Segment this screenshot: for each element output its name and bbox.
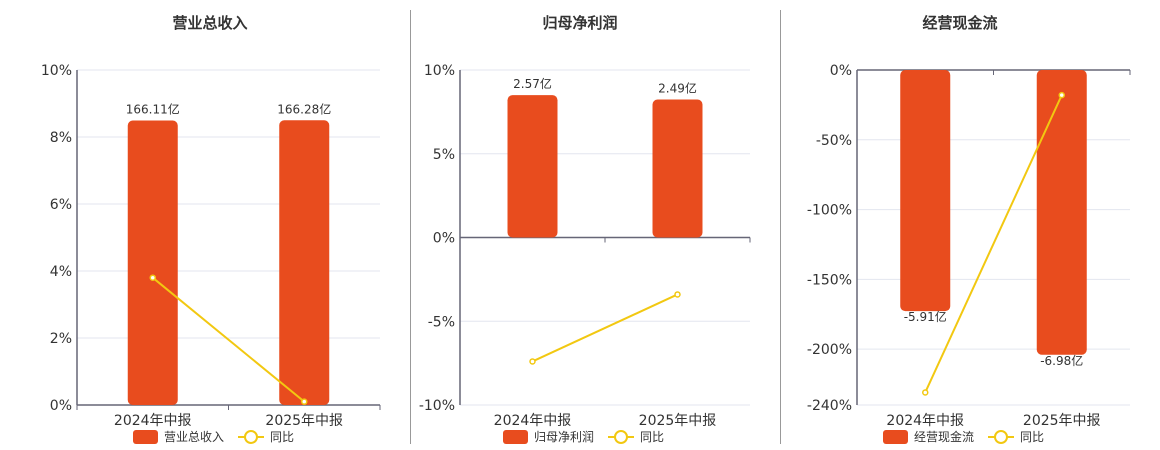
y-tick-label: -5% <box>428 314 455 330</box>
legend-net-profit: 归母净利润 同比 <box>503 428 664 445</box>
y-tick-label: 0% <box>50 398 72 414</box>
panel-divider <box>780 10 781 444</box>
legend-bar-label[interactable]: 营业总收入 <box>164 430 225 444</box>
y-tick-label: -50% <box>816 133 852 149</box>
legend-bar-label[interactable]: 经营现金流 <box>914 430 975 444</box>
bar <box>900 70 951 312</box>
bar-value-label: -6.98亿 <box>1040 353 1083 368</box>
chart-title-cashflow: 经营现金流 <box>922 14 998 32</box>
yoy-point <box>674 291 681 298</box>
x-category-label: 2024年中报 <box>114 413 192 429</box>
bar-value-label: 166.11亿 <box>126 102 180 117</box>
y-tick-label: -240% <box>807 398 852 414</box>
y-tick-label: 8% <box>50 130 72 146</box>
bar-value-label: 2.49亿 <box>658 81 697 96</box>
legend-line-label[interactable]: 同比 <box>270 430 295 444</box>
legend-bar-swatch[interactable] <box>883 429 908 444</box>
legend-cashflow: 经营现金流 同比 <box>883 428 1044 445</box>
y-tick-label: 5% <box>433 147 455 163</box>
legend-bar-swatch[interactable] <box>503 429 528 444</box>
y-tick-label: 10% <box>424 63 455 79</box>
y-tick-label: 2% <box>50 331 72 347</box>
yoy-line <box>532 293 678 363</box>
bar <box>652 99 703 238</box>
chart-title-net-profit: 归母净利润 <box>542 14 618 32</box>
legend-bar-swatch[interactable] <box>133 429 158 444</box>
yoy-point <box>149 274 156 281</box>
bar-value-label: -5.91亿 <box>904 309 947 324</box>
legend-line-label[interactable]: 同比 <box>640 430 665 444</box>
bar-value-label: 2.57亿 <box>513 76 552 91</box>
x-category-label: 2025年中报 <box>265 413 343 429</box>
y-tick-label: -150% <box>807 272 852 288</box>
y-tick-label: 6% <box>50 197 72 213</box>
yoy-point <box>922 389 929 396</box>
legend-line-icon[interactable] <box>988 429 1015 444</box>
x-category-label: 2025年中报 <box>639 413 717 429</box>
legend-revenue: 营业总收入 同比 <box>133 428 294 445</box>
y-tick-label: 10% <box>41 63 72 79</box>
bar <box>507 95 558 238</box>
bar-value-label: 166.28亿 <box>277 101 331 116</box>
bar <box>1036 70 1087 355</box>
y-tick-label: -100% <box>807 203 852 219</box>
bar <box>279 120 330 405</box>
x-category-label: 2024年中报 <box>494 413 572 429</box>
x-category-label: 2024年中报 <box>886 413 964 429</box>
yoy-point <box>529 358 536 365</box>
legend-bar-label[interactable]: 归母净利润 <box>534 430 595 444</box>
panel-divider <box>410 10 411 444</box>
chart-title-revenue: 营业总收入 <box>172 14 248 32</box>
x-category-label: 2025年中报 <box>1023 413 1101 429</box>
yoy-line <box>924 94 1063 393</box>
y-tick-label: 0% <box>830 63 852 79</box>
yoy-point <box>1058 91 1065 99</box>
legend-line-label[interactable]: 同比 <box>1020 430 1045 444</box>
y-tick-label: -200% <box>807 342 852 358</box>
legend-line-icon[interactable] <box>238 429 265 444</box>
y-tick-label: 0% <box>433 231 455 247</box>
yoy-line <box>152 276 305 403</box>
y-tick-label: -10% <box>419 398 455 414</box>
yoy-point <box>301 398 308 405</box>
y-tick-label: 4% <box>50 264 72 280</box>
legend-line-icon[interactable] <box>608 429 635 444</box>
bar <box>127 120 178 405</box>
